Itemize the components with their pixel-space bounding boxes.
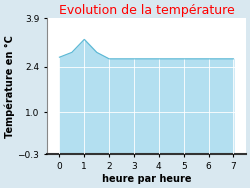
- X-axis label: heure par heure: heure par heure: [102, 174, 191, 184]
- Y-axis label: Température en °C: Température en °C: [4, 35, 15, 138]
- Title: Evolution de la température: Evolution de la température: [58, 4, 234, 17]
